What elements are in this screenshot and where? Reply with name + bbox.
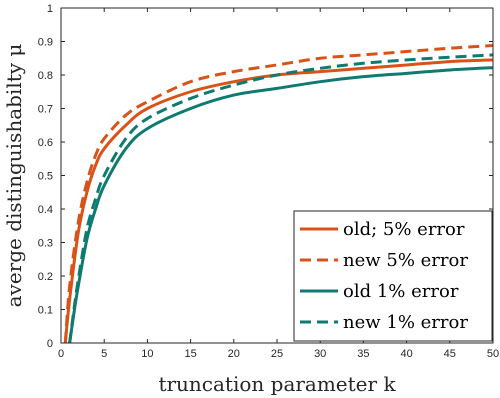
y-axis-label: averge distinguishabilty μ	[2, 44, 26, 308]
legend-box	[293, 210, 493, 342]
x-tick-label: 45	[444, 348, 456, 360]
y-tick-label: 0	[47, 338, 53, 350]
legend-label: new 1% error	[343, 312, 468, 333]
x-tick-label: 15	[184, 348, 196, 360]
legend-label: old; 5% error	[343, 219, 465, 240]
series-line-3	[68, 66, 494, 344]
y-tick-label: 1	[47, 3, 53, 15]
y-tick-label: 0.3	[38, 238, 53, 250]
x-tick-label: 5	[101, 348, 107, 360]
series-line-1	[63, 58, 494, 344]
legend-item: new 1% error	[300, 312, 468, 333]
y-tick-label: 0.4	[38, 204, 53, 216]
legend: old; 5% error new 5% error old 1% error new…	[293, 210, 493, 342]
legend-item: new 5% error	[300, 250, 468, 271]
legend-entries: old; 5% error new 5% error old 1% error new…	[300, 219, 468, 333]
y-tick-label: 0.9	[38, 37, 53, 49]
x-tick-label: 25	[271, 348, 283, 360]
legend-label: new 5% error	[343, 250, 468, 271]
y-tick-label: 0.1	[38, 305, 53, 317]
legend-item: old; 5% error	[300, 219, 465, 240]
y-tick-label: 0.6	[38, 137, 53, 149]
x-axis-label: truncation parameter k	[158, 372, 396, 396]
x-tick-label: 40	[400, 348, 412, 360]
x-tick-label: 10	[141, 348, 153, 360]
series-layer	[63, 44, 494, 344]
legend-item: old 1% error	[300, 281, 459, 302]
y-tick-label: 0.8	[38, 70, 53, 82]
y-tick-label: 0.5	[38, 171, 53, 183]
series-line-4	[68, 53, 494, 344]
y-tick-label: 0.7	[38, 104, 53, 116]
ticks-layer: 0 5 10 15 20 25 30 35 40 45 50 0 0.1 0.2 0.3 0.4 0.5 0.6 0…	[38, 3, 499, 360]
series-line-2	[63, 44, 494, 344]
x-tick-label: 50	[487, 348, 499, 360]
x-tick-label: 20	[228, 348, 240, 360]
x-tick-label: 0	[58, 348, 64, 360]
x-tick-label: 35	[357, 348, 369, 360]
legend-label: old 1% error	[343, 281, 459, 302]
y-tick-label: 0.2	[38, 271, 53, 283]
x-tick-label: 30	[314, 348, 326, 360]
